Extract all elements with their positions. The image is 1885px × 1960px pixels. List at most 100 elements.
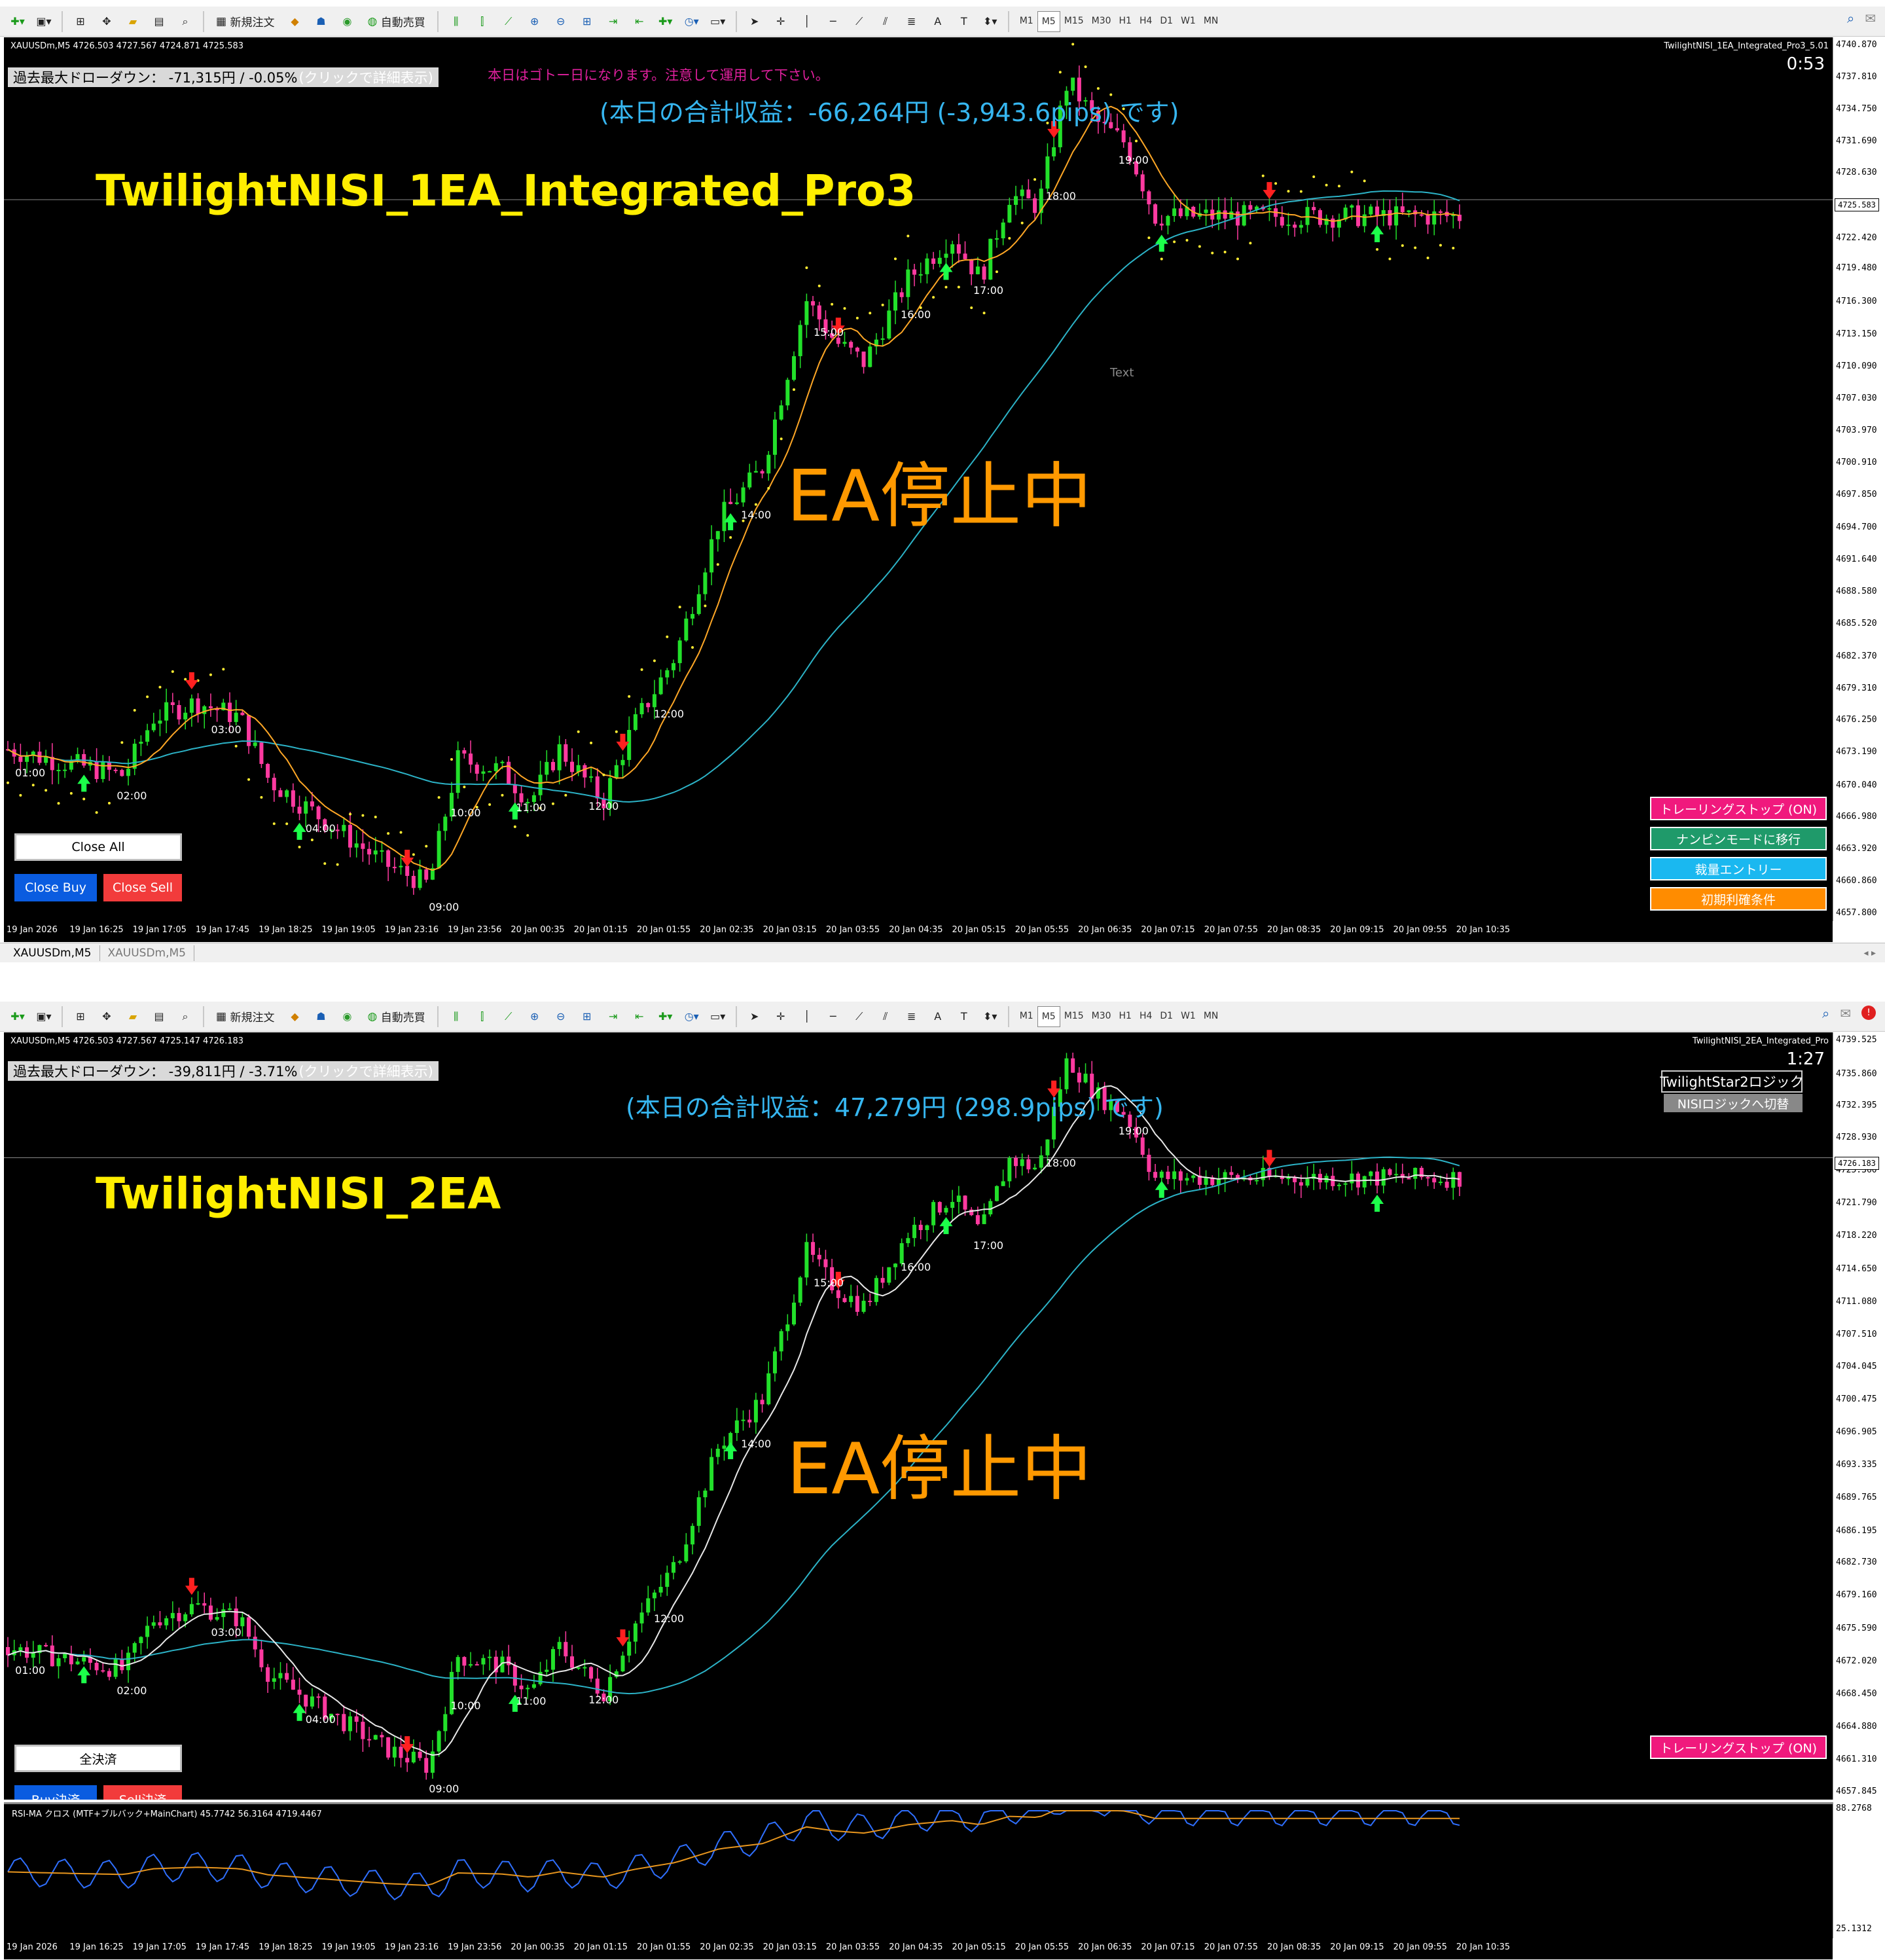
trendline-icon[interactable]: ⟋ bbox=[855, 14, 863, 27]
line-chart-icon[interactable]: ⟋ bbox=[505, 14, 512, 27]
arrows-icon[interactable]: ⬍▾ bbox=[983, 1010, 997, 1023]
text-label-icon[interactable]: T bbox=[960, 15, 967, 27]
timeframe-w1[interactable]: W1 bbox=[1181, 1010, 1196, 1021]
periods-icon[interactable]: ◷▾ bbox=[684, 15, 699, 27]
main-chart-bottom[interactable]: XAUUSDm,M5 4726.503 4727.567 4725.147 47… bbox=[4, 1032, 1833, 1800]
ea-panel-button-2[interactable]: ナンピンモードに移行 bbox=[1650, 827, 1827, 850]
candle-chart-icon[interactable]: ⫿ bbox=[480, 1009, 484, 1023]
line-chart-icon[interactable]: ⟋ bbox=[505, 1009, 512, 1023]
timeframe-m15[interactable]: M15 bbox=[1064, 1010, 1084, 1021]
templates-icon[interactable]: ▭▾ bbox=[710, 1010, 726, 1023]
close-all-button[interactable]: 全決済 bbox=[14, 1745, 182, 1772]
market-icon[interactable]: ◉ bbox=[342, 15, 352, 27]
time-axis-bottom[interactable]: 19 Jan 2026 19 Jan 16:25 19 Jan 17:05 19 Ja… bbox=[4, 1938, 1833, 1959]
indicators-icon[interactable]: ✚▾ bbox=[658, 1010, 673, 1023]
zoom-in-icon[interactable]: ⊕ bbox=[530, 1010, 539, 1023]
close-buy-button[interactable]: Close Buy bbox=[14, 874, 97, 901]
price-axis-top[interactable]: 4740.870 4737.810 4734.750 4731.690 4728.630… bbox=[1833, 37, 1885, 921]
zoom-out-icon[interactable]: ⊖ bbox=[556, 1010, 566, 1023]
folder-icon[interactable]: ▰ bbox=[128, 15, 137, 27]
chat-icon[interactable]: ✉ bbox=[1840, 1006, 1851, 1021]
timeframe-m15[interactable]: M15 bbox=[1064, 15, 1084, 26]
crosshair-tool-icon[interactable]: ✛ bbox=[776, 15, 785, 27]
autoscroll-icon[interactable]: ⇥ bbox=[609, 15, 618, 27]
autoscroll-icon[interactable]: ⇥ bbox=[609, 1010, 618, 1023]
tester-icon[interactable]: ⌕ bbox=[182, 14, 188, 27]
cursor-icon[interactable]: ➤ bbox=[750, 15, 759, 27]
text-tool-icon[interactable]: A bbox=[934, 1010, 942, 1023]
crosshair-icon[interactable]: ✥ bbox=[102, 1010, 111, 1023]
new-chart-icon[interactable]: ✚▾ bbox=[10, 15, 25, 27]
new-order-button[interactable]: ▦ 新規注文 bbox=[211, 1006, 279, 1028]
timeframe-h1[interactable]: H1 bbox=[1119, 1010, 1132, 1021]
trendline-icon[interactable]: ⟋ bbox=[855, 1009, 863, 1023]
terminal-icon[interactable]: ▤ bbox=[154, 15, 164, 27]
timeframe-m5[interactable]: M5 bbox=[1037, 10, 1060, 32]
periods-icon[interactable]: ◷▾ bbox=[684, 1010, 699, 1023]
timeframe-w1[interactable]: W1 bbox=[1181, 15, 1196, 26]
chart-shift-icon[interactable]: ⇤ bbox=[635, 1010, 644, 1023]
vertical-line-icon[interactable]: │ bbox=[803, 1010, 810, 1023]
templates-icon[interactable]: ▭▾ bbox=[710, 15, 726, 27]
rsi-axis[interactable]: 88.2768 25.1312 bbox=[1833, 1802, 1885, 1938]
profiles-icon[interactable]: ▣▾ bbox=[36, 1010, 52, 1023]
timeframe-mn[interactable]: MN bbox=[1203, 1010, 1219, 1021]
timeframe-h4[interactable]: H4 bbox=[1139, 1010, 1153, 1021]
zoom-in-icon[interactable]: ⊕ bbox=[530, 15, 539, 27]
crosshair-icon[interactable]: ✥ bbox=[102, 15, 111, 27]
indicators-icon[interactable]: ✚▾ bbox=[658, 15, 673, 27]
channel-icon[interactable]: ⫽ bbox=[883, 14, 888, 27]
trailing-stop-button[interactable]: トレーリングストップ (ON) bbox=[1650, 1735, 1827, 1759]
new-order-button[interactable]: ▦ 新規注文 bbox=[211, 10, 279, 33]
ea-panel-button-1[interactable]: トレーリングストップ (ON) bbox=[1650, 797, 1827, 820]
arrows-icon[interactable]: ⬍▾ bbox=[983, 15, 997, 27]
signals-icon[interactable]: ☗ bbox=[316, 15, 326, 27]
navigator-icon[interactable]: ⊞ bbox=[76, 15, 85, 27]
zoom-out-icon[interactable]: ⊖ bbox=[556, 15, 566, 27]
auto-trading-button[interactable]: ◍ 自動売買 bbox=[362, 10, 430, 33]
vertical-line-icon[interactable]: │ bbox=[803, 15, 810, 27]
new-chart-icon[interactable]: ✚▾ bbox=[10, 1010, 25, 1023]
close-buy-button[interactable]: Buy決済 bbox=[14, 1785, 97, 1800]
timeframe-h1[interactable]: H1 bbox=[1119, 15, 1132, 26]
text-tool-icon[interactable]: A bbox=[934, 15, 942, 27]
timeframe-h4[interactable]: H4 bbox=[1139, 15, 1153, 26]
timeframe-m30[interactable]: M30 bbox=[1091, 15, 1111, 26]
fibonacci-icon[interactable]: ≣ bbox=[907, 1010, 916, 1023]
navigator-icon[interactable]: ⊞ bbox=[76, 1010, 85, 1023]
timeframe-m1[interactable]: M1 bbox=[1019, 1010, 1033, 1021]
ea-panel-button-3[interactable]: 裁量エントリー bbox=[1650, 857, 1827, 880]
chart-tab-1[interactable]: XAUUSDm,M5 bbox=[5, 945, 100, 961]
drawdown-display[interactable]: 過去最大ドローダウン： -39,811円 / -3.71% (クリックで詳細表示) bbox=[8, 1061, 439, 1081]
text-label-icon[interactable]: T bbox=[960, 1010, 967, 1023]
candle-chart-icon[interactable]: ⫿ bbox=[480, 14, 484, 27]
signals-icon[interactable]: ☗ bbox=[316, 1010, 326, 1023]
timeframe-mn[interactable]: MN bbox=[1203, 15, 1219, 26]
fibonacci-icon[interactable]: ≣ bbox=[907, 15, 916, 27]
tile-windows-icon[interactable]: ⊞ bbox=[583, 15, 592, 27]
price-axis-bottom[interactable]: 4739.525 4735.860 4732.395 4728.930 4725.360… bbox=[1833, 1032, 1885, 1800]
metaeditor-icon[interactable]: ◆ bbox=[291, 15, 299, 27]
bar-chart-icon[interactable]: ⫼ bbox=[454, 14, 459, 27]
tester-icon[interactable]: ⌕ bbox=[182, 1009, 188, 1023]
timeframe-d1[interactable]: D1 bbox=[1160, 15, 1174, 26]
timeframe-m5[interactable]: M5 bbox=[1037, 1006, 1060, 1027]
timeframe-m1[interactable]: M1 bbox=[1019, 15, 1033, 26]
chat-icon[interactable]: ✉ bbox=[1865, 10, 1876, 26]
ea-panel-button-4[interactable]: 初期利確条件 bbox=[1650, 887, 1827, 911]
chart-tab-2[interactable]: XAUUSDm,M5 bbox=[100, 945, 194, 961]
timeframe-d1[interactable]: D1 bbox=[1160, 1010, 1174, 1021]
cursor-icon[interactable]: ➤ bbox=[750, 1010, 759, 1023]
switch-logic-button[interactable]: NISIロジックへ切替 bbox=[1664, 1094, 1803, 1112]
folder-icon[interactable]: ▰ bbox=[128, 1010, 137, 1023]
chart-shift-icon[interactable]: ⇤ bbox=[635, 15, 644, 27]
timeframe-m30[interactable]: M30 bbox=[1091, 1010, 1111, 1021]
metaeditor-icon[interactable]: ◆ bbox=[291, 1010, 299, 1023]
channel-icon[interactable]: ⫽ bbox=[883, 1009, 888, 1023]
terminal-icon[interactable]: ▤ bbox=[154, 1010, 164, 1023]
search-icon[interactable]: ⌕ bbox=[1822, 1006, 1830, 1021]
tab-scroll-arrows-icon[interactable]: ◂ ▸ bbox=[1863, 947, 1876, 958]
drawdown-display[interactable]: 過去最大ドローダウン： -71,315円 / -0.05% (クリックで詳細表示) bbox=[8, 67, 439, 87]
auto-trading-button[interactable]: ◍ 自動売買 bbox=[362, 1006, 430, 1028]
crosshair-tool-icon[interactable]: ✛ bbox=[776, 1010, 785, 1023]
